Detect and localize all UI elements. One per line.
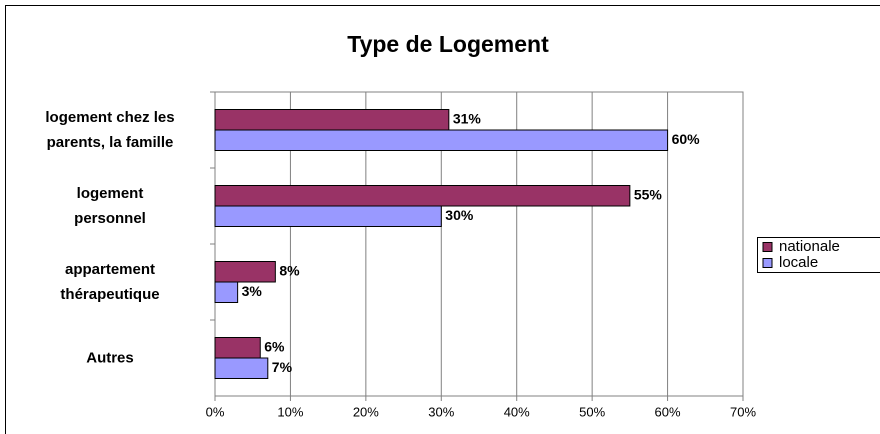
x-tick-label: 0% bbox=[206, 404, 225, 419]
x-tick-label: 70% bbox=[730, 404, 756, 419]
legend-label: nationale bbox=[779, 238, 840, 255]
data-label: 8% bbox=[279, 262, 300, 278]
data-label: 55% bbox=[634, 186, 663, 202]
bar bbox=[214, 337, 261, 359]
data-label: 7% bbox=[272, 359, 293, 375]
y-tick-label: Autres bbox=[86, 349, 134, 367]
x-tick-label: 50% bbox=[579, 404, 605, 419]
y-tick-label: logement chez les parents, la famille bbox=[45, 109, 175, 151]
chart-title: Type de Logement bbox=[347, 31, 549, 57]
bar bbox=[214, 205, 442, 227]
bar bbox=[214, 109, 450, 131]
bar bbox=[214, 129, 669, 151]
y-tick-label: logement personnel bbox=[74, 185, 146, 227]
x-tick-label: 60% bbox=[655, 404, 681, 419]
legend-swatch bbox=[762, 242, 773, 252]
bar bbox=[214, 281, 239, 303]
legend-label: locale bbox=[779, 254, 818, 271]
data-label: 30% bbox=[445, 207, 474, 223]
x-tick-label: 30% bbox=[428, 404, 454, 419]
data-label: 31% bbox=[453, 110, 482, 126]
bar bbox=[214, 261, 276, 283]
legend-swatch bbox=[762, 258, 773, 268]
bar bbox=[214, 185, 631, 207]
data-label: 3% bbox=[242, 283, 263, 299]
y-tick-label: appartement thérapeutique bbox=[60, 261, 160, 303]
x-tick-label: 10% bbox=[277, 404, 303, 419]
data-label: 6% bbox=[264, 338, 285, 354]
x-tick-label: 20% bbox=[353, 404, 379, 419]
bar bbox=[214, 357, 269, 379]
x-tick-label: 40% bbox=[504, 404, 530, 419]
legend bbox=[757, 237, 880, 273]
data-label: 60% bbox=[672, 131, 701, 147]
